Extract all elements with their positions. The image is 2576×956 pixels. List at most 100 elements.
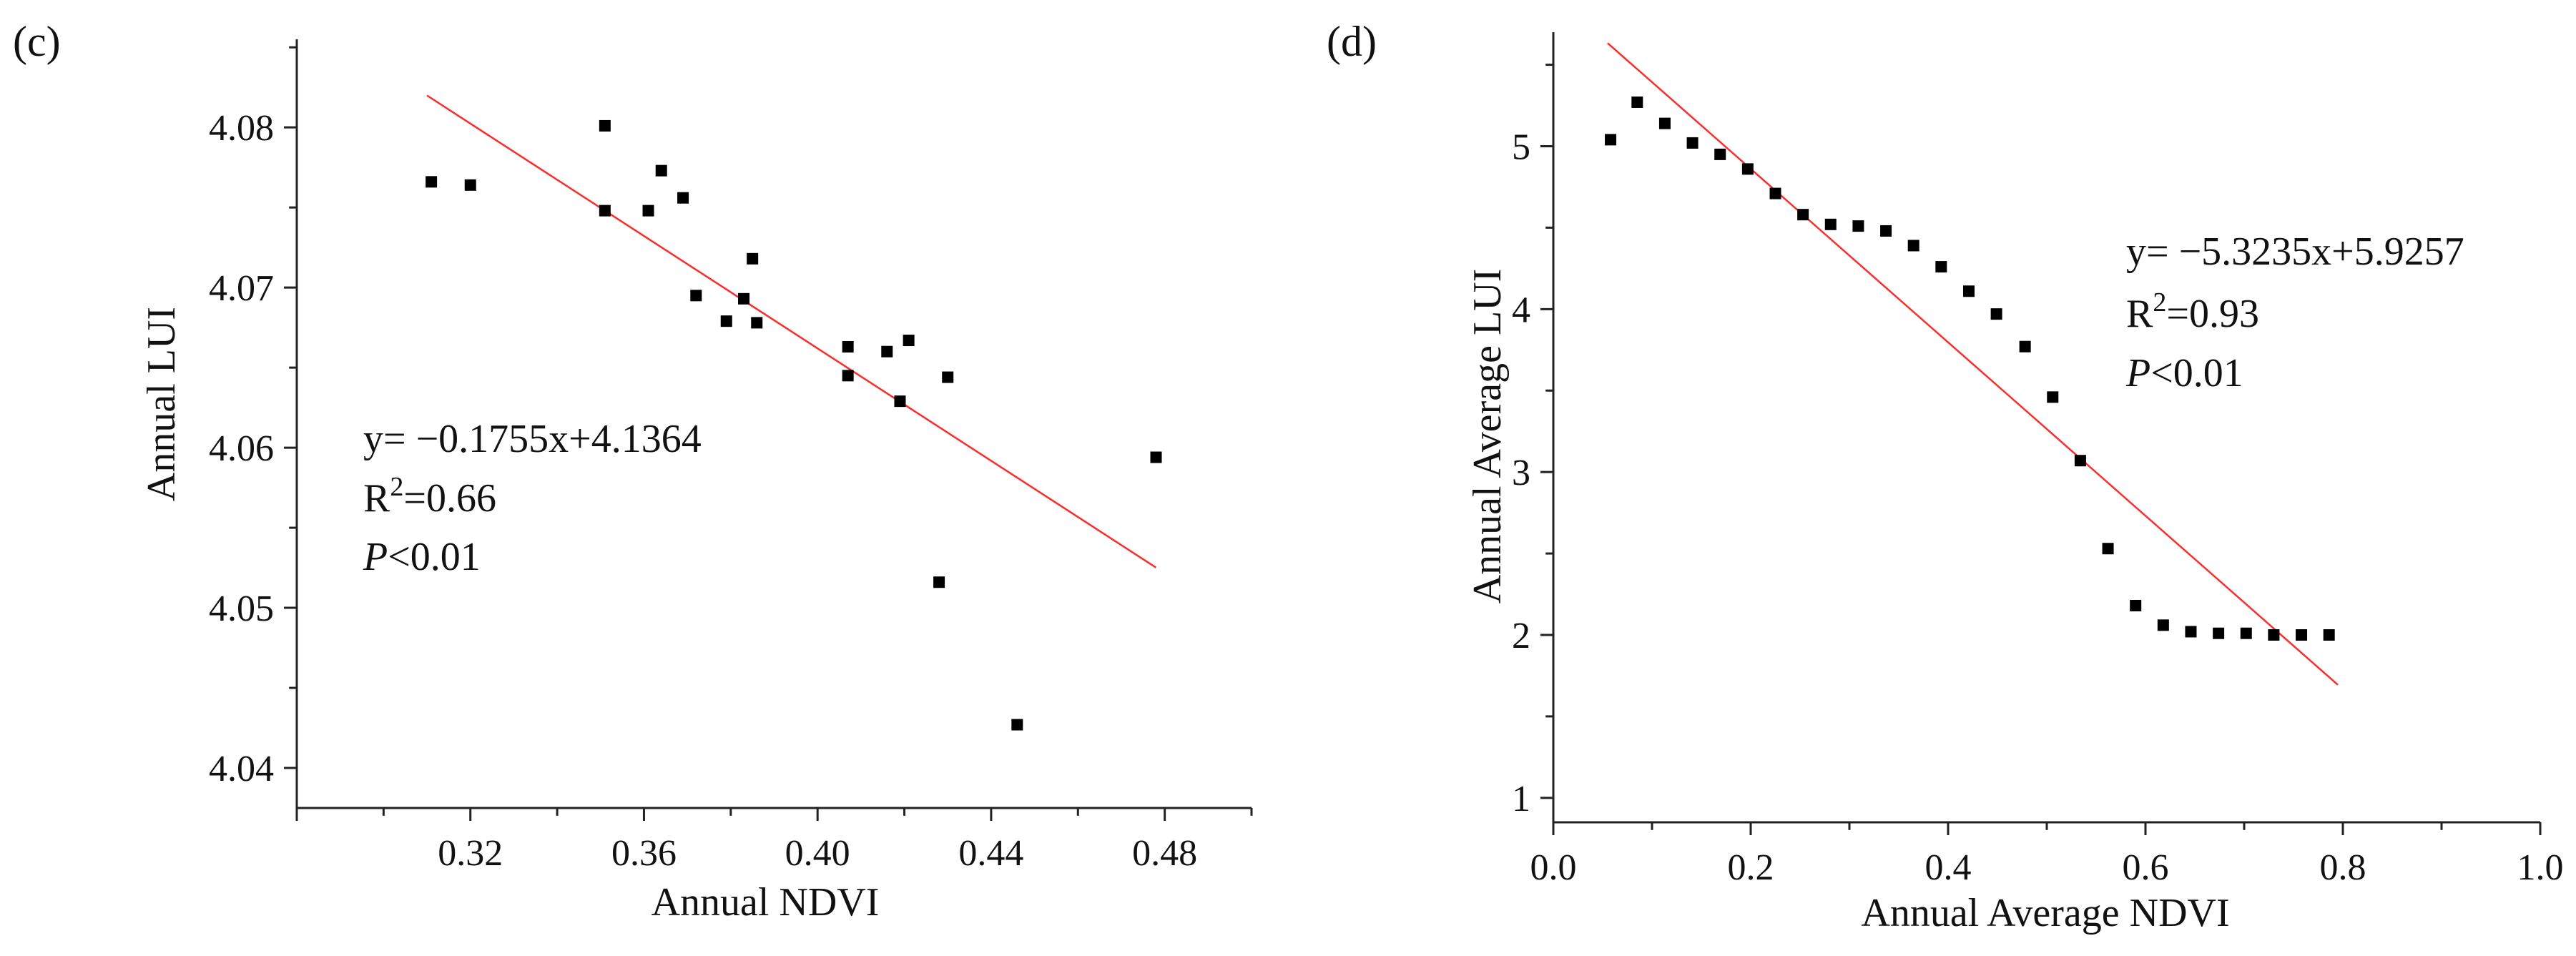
panel-c-x-tick-label: 0.40 bbox=[785, 833, 850, 874]
panel-d-data-point bbox=[1880, 225, 1892, 237]
panel-c-points bbox=[426, 119, 1162, 731]
panel-c-data-point bbox=[903, 335, 915, 347]
panel-c-data-point bbox=[642, 204, 654, 217]
panel-d-fit-line bbox=[1607, 42, 2339, 686]
panel-c-fit-line bbox=[426, 94, 1157, 568]
panel-c-p-rest: <0.01 bbox=[388, 535, 481, 579]
panel-d-label: (d) bbox=[1327, 18, 1377, 65]
panel-d-data-point bbox=[2130, 599, 2142, 611]
panel-d-equation: y= −5.3235x+5.9257 bbox=[2126, 230, 2464, 274]
panel-d-data-point bbox=[1714, 148, 1726, 160]
panel-c-data-point bbox=[677, 192, 689, 204]
panel-c-y-tick-label: 4.04 bbox=[209, 749, 274, 789]
panel-d-y-axis-title: Annual Average LUI bbox=[1465, 269, 1510, 604]
panel-c-data-point bbox=[747, 252, 759, 265]
panel-d-x-tick-label: 0.6 bbox=[2123, 847, 2169, 888]
panel-c-data-point bbox=[599, 119, 611, 132]
panel-c-label: (c) bbox=[13, 18, 61, 65]
panel-c-x-tick-label: 0.48 bbox=[1132, 833, 1197, 874]
panel-d-y-tick-label: 4 bbox=[1512, 290, 1530, 330]
panel-d-data-point bbox=[1741, 163, 1754, 175]
panel-d-x-tick-label: 1.0 bbox=[2517, 847, 2564, 888]
panel-c-data-point bbox=[842, 341, 854, 353]
panel-c-regression-line bbox=[426, 94, 1157, 568]
panel-d-x-tick-label: 0.0 bbox=[1530, 847, 1577, 888]
panel-c-data-point bbox=[464, 179, 476, 191]
panel-c-x-tick-label: 0.36 bbox=[611, 833, 677, 874]
panel-c-data-point bbox=[881, 345, 893, 358]
panel-c-data-point bbox=[933, 576, 945, 588]
panel-d-p-rest: <0.01 bbox=[2150, 351, 2243, 395]
panel-d-data-point bbox=[1990, 308, 2002, 320]
panel-d-data-point bbox=[2323, 629, 2335, 641]
panel-c-r2-prefix: R bbox=[363, 476, 390, 521]
panel-d-y-tick-label: 2 bbox=[1512, 616, 1530, 656]
panel-c-r2-superscript: 2 bbox=[390, 472, 403, 502]
panel-c-data-point bbox=[599, 204, 611, 217]
panel-d-data-point bbox=[1935, 261, 1947, 273]
panel-c-data-point bbox=[894, 395, 906, 408]
panel-c-data-point bbox=[720, 315, 732, 327]
panel-d: (d) 0.0 0.2 0.4 0.6 0.8 1.0 1 2 3 4 5 Annual Avera… bbox=[1327, 18, 2564, 935]
panel-c-axes: 0.32 0.36 0.40 0.44 0.48 4.04 4.05 4.06 4.07 4.08 bbox=[209, 39, 1253, 874]
panel-d-data-point bbox=[2102, 543, 2114, 555]
panel-d-data-point bbox=[1852, 220, 1864, 232]
panel-d-p-value: P<0.01 bbox=[2125, 351, 2243, 395]
panel-d-data-point bbox=[2074, 455, 2086, 467]
panel-d-data-point bbox=[2185, 626, 2197, 638]
panel-c-data-point bbox=[751, 317, 763, 329]
panel-d-data-point bbox=[1769, 187, 1781, 199]
panel-d-r2-superscript: 2 bbox=[2153, 287, 2166, 317]
panel-c-p-letter: P bbox=[363, 535, 388, 579]
panel-d-p-letter: P bbox=[2125, 351, 2150, 395]
panel-c-data-point bbox=[690, 290, 702, 302]
panel-d-data-point bbox=[2268, 629, 2280, 641]
panel-c-y-axis-title: Annual LUI bbox=[139, 307, 184, 501]
panel-d-data-point bbox=[2157, 619, 2169, 631]
panel-c-y-tick-label: 4.08 bbox=[209, 108, 274, 149]
panel-c-x-tick-label: 0.32 bbox=[438, 833, 503, 874]
panel-c: (c) 0.32 0.36 0.40 0.44 0.48 4.04 4.05 4.06 4.07… bbox=[13, 18, 1253, 925]
panel-c-data-point bbox=[842, 370, 854, 382]
panel-c-p-value: P<0.01 bbox=[363, 535, 481, 579]
panel-d-data-point bbox=[1658, 117, 1671, 129]
panel-c-data-point bbox=[942, 371, 954, 383]
panel-d-regression-line bbox=[1607, 42, 2339, 686]
panel-c-y-tick-label: 4.06 bbox=[209, 428, 274, 469]
panel-d-axes: 0.0 0.2 0.4 0.6 0.8 1.0 1 2 3 4 5 bbox=[1512, 32, 2564, 888]
panel-d-data-point bbox=[2213, 627, 2225, 639]
panel-c-data-point bbox=[738, 292, 750, 305]
panel-d-r2-value: =0.93 bbox=[2166, 292, 2259, 336]
panel-d-x-tick-label: 0.2 bbox=[1728, 847, 1774, 888]
panel-c-data-point bbox=[1011, 719, 1023, 731]
panel-d-data-point bbox=[2047, 391, 2059, 403]
panel-d-x-axis-title: Annual Average NDVI bbox=[1861, 891, 2229, 935]
panel-d-data-point bbox=[1962, 285, 1975, 297]
panel-d-data-point bbox=[1907, 240, 1919, 252]
panel-d-data-point bbox=[1824, 218, 1837, 230]
panel-d-annotation: y= −5.3235x+5.9257 R2=0.93 P<0.01 bbox=[2125, 230, 2464, 395]
panel-d-r-squared: R2=0.93 bbox=[2126, 287, 2259, 336]
panel-c-r2-value: =0.66 bbox=[403, 476, 496, 521]
panel-c-x-axis-title: Annual NDVI bbox=[652, 880, 880, 925]
panel-d-y-tick-label: 3 bbox=[1512, 453, 1530, 493]
panel-d-data-point bbox=[1797, 209, 1809, 221]
panel-d-data-point bbox=[2296, 629, 2308, 641]
panel-d-y-tick-label: 5 bbox=[1512, 127, 1530, 167]
panel-d-data-point bbox=[1605, 134, 1617, 146]
panel-d-data-point bbox=[1631, 96, 1643, 108]
panel-d-r2-prefix: R bbox=[2126, 292, 2153, 336]
panel-c-x-tick-label: 0.44 bbox=[958, 833, 1023, 874]
panel-c-data-point bbox=[426, 176, 438, 188]
panel-d-points bbox=[1605, 96, 2335, 641]
panel-d-data-point bbox=[1686, 137, 1699, 149]
panel-c-y-tick-label: 4.05 bbox=[209, 588, 274, 629]
panel-d-data-point bbox=[2240, 627, 2252, 639]
panel-c-data-point bbox=[1150, 451, 1162, 463]
panel-d-x-tick-label: 0.4 bbox=[1925, 847, 1972, 888]
panel-d-y-tick-label: 1 bbox=[1512, 779, 1530, 819]
panel-d-x-tick-label: 0.8 bbox=[2320, 847, 2366, 888]
panel-c-annotation: y= −0.1755x+4.1364 R2=0.66 P<0.01 bbox=[363, 417, 702, 579]
